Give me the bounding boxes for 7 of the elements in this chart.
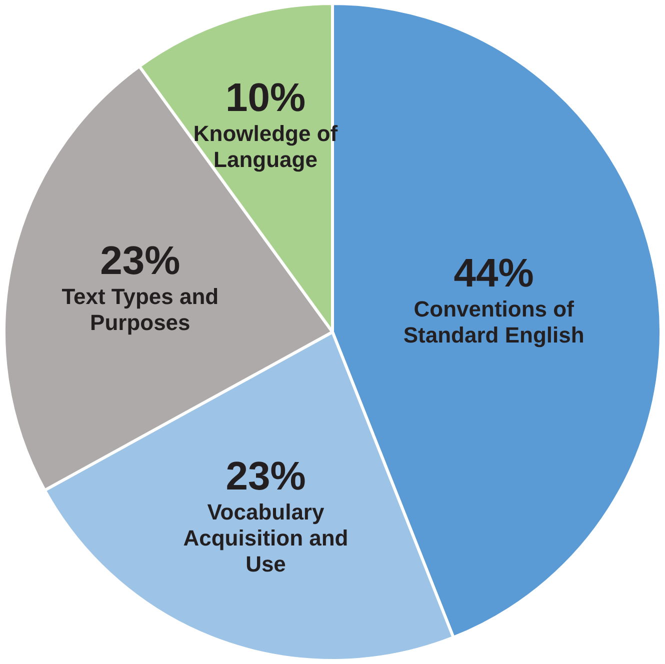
slice-label: Conventions of Standard English bbox=[403, 296, 584, 348]
slice-label: Text Types and Purposes bbox=[62, 284, 219, 336]
data-label: 10% bbox=[225, 76, 306, 120]
data-label: 23% bbox=[100, 239, 180, 284]
slice-label: Vocabulary Acquisition and Use bbox=[183, 500, 348, 577]
data-label: 23% bbox=[226, 454, 306, 498]
data-label: 44% bbox=[454, 251, 534, 296]
